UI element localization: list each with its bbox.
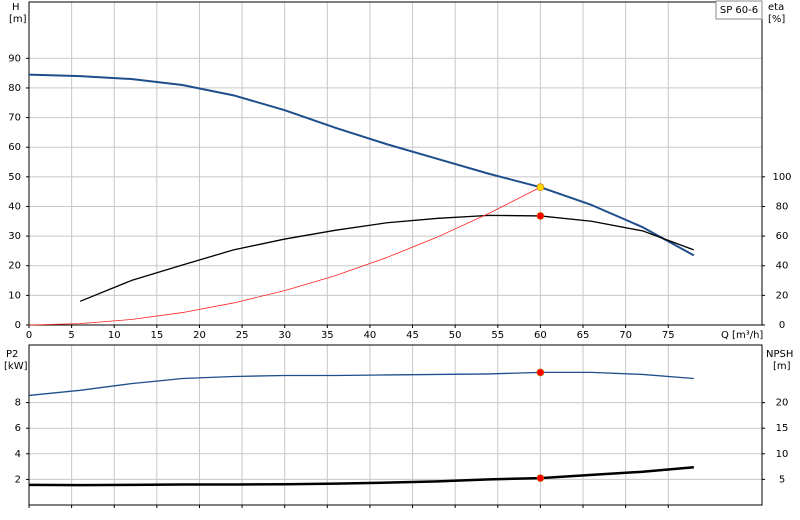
x-tick-label: 65 xyxy=(577,330,590,341)
plot-frame xyxy=(28,344,763,506)
y2-tick-label: 20 xyxy=(776,398,789,409)
duty-point xyxy=(536,183,545,192)
pump-label: SP 60-6 xyxy=(720,5,758,16)
y-axis-label: P2 xyxy=(6,349,18,360)
x-tick-label: 25 xyxy=(236,330,249,341)
y2-axis-unit: [%] xyxy=(768,14,785,25)
x-tick-label: 35 xyxy=(321,330,334,341)
y-tick-label: 40 xyxy=(8,201,21,212)
curve xyxy=(28,371,694,397)
y-tick-label: 2 xyxy=(15,474,21,485)
x-tick-label: 20 xyxy=(193,330,206,341)
y-tick-label: 80 xyxy=(8,83,21,94)
y-tick-label: 50 xyxy=(8,172,21,183)
x-tick-label: 75 xyxy=(662,330,675,341)
y-tick-label: 8 xyxy=(15,398,21,409)
y-tick-label: 60 xyxy=(8,142,21,153)
x-axis-label: Q [m³/h] xyxy=(721,330,763,341)
y2-axis-label: NPSH xyxy=(766,349,793,360)
x-tick-label: 0 xyxy=(26,330,32,341)
x-tick-label: 15 xyxy=(150,330,163,341)
y2-tick-label: 60 xyxy=(776,231,789,242)
y2-tick-label: 0 xyxy=(779,320,785,331)
y2-tick-label: 5 xyxy=(779,474,785,485)
y-tick-label: 0 xyxy=(15,320,21,331)
y2-tick-label: 100 xyxy=(772,172,791,183)
curve xyxy=(79,214,695,302)
y-tick-label: 6 xyxy=(15,423,21,434)
y-axis-unit: [m] xyxy=(9,14,27,25)
duty-point xyxy=(536,474,545,482)
y2-tick-label: 80 xyxy=(776,201,789,212)
x-tick-label: 10 xyxy=(108,330,121,341)
y-tick-label: 70 xyxy=(8,113,21,124)
x-tick-label: 5 xyxy=(68,330,74,341)
x-tick-label: 30 xyxy=(278,330,291,341)
x-tick-label: 45 xyxy=(406,330,419,341)
y-tick-label: 90 xyxy=(8,53,21,64)
y-axis-unit: [kW] xyxy=(4,361,28,372)
duty-point xyxy=(536,368,545,377)
curve xyxy=(28,73,695,257)
y2-tick-label: 15 xyxy=(776,423,789,434)
y2-axis-unit: [m] xyxy=(773,361,791,372)
x-tick-label: 55 xyxy=(491,330,504,341)
duty-point xyxy=(536,212,545,220)
y-tick-label: 30 xyxy=(8,231,21,242)
x-tick-label: 50 xyxy=(449,330,462,341)
plot-frame xyxy=(28,1,763,326)
y-tick-label: 4 xyxy=(15,449,21,460)
curve xyxy=(28,186,541,326)
y-tick-label: 10 xyxy=(8,290,21,301)
x-tick-label: 70 xyxy=(619,330,632,341)
y2-tick-label: 20 xyxy=(776,290,789,301)
pump-label-box xyxy=(715,0,763,20)
y2-axis-label: eta xyxy=(768,2,784,13)
y-axis-label: H xyxy=(12,2,20,13)
y2-tick-label: 10 xyxy=(776,449,789,460)
x-tick-label: 40 xyxy=(364,330,377,341)
y2-tick-label: 40 xyxy=(776,261,789,272)
x-tick-label: 60 xyxy=(534,330,547,341)
y-tick-label: 20 xyxy=(8,261,21,272)
curve xyxy=(28,465,694,487)
